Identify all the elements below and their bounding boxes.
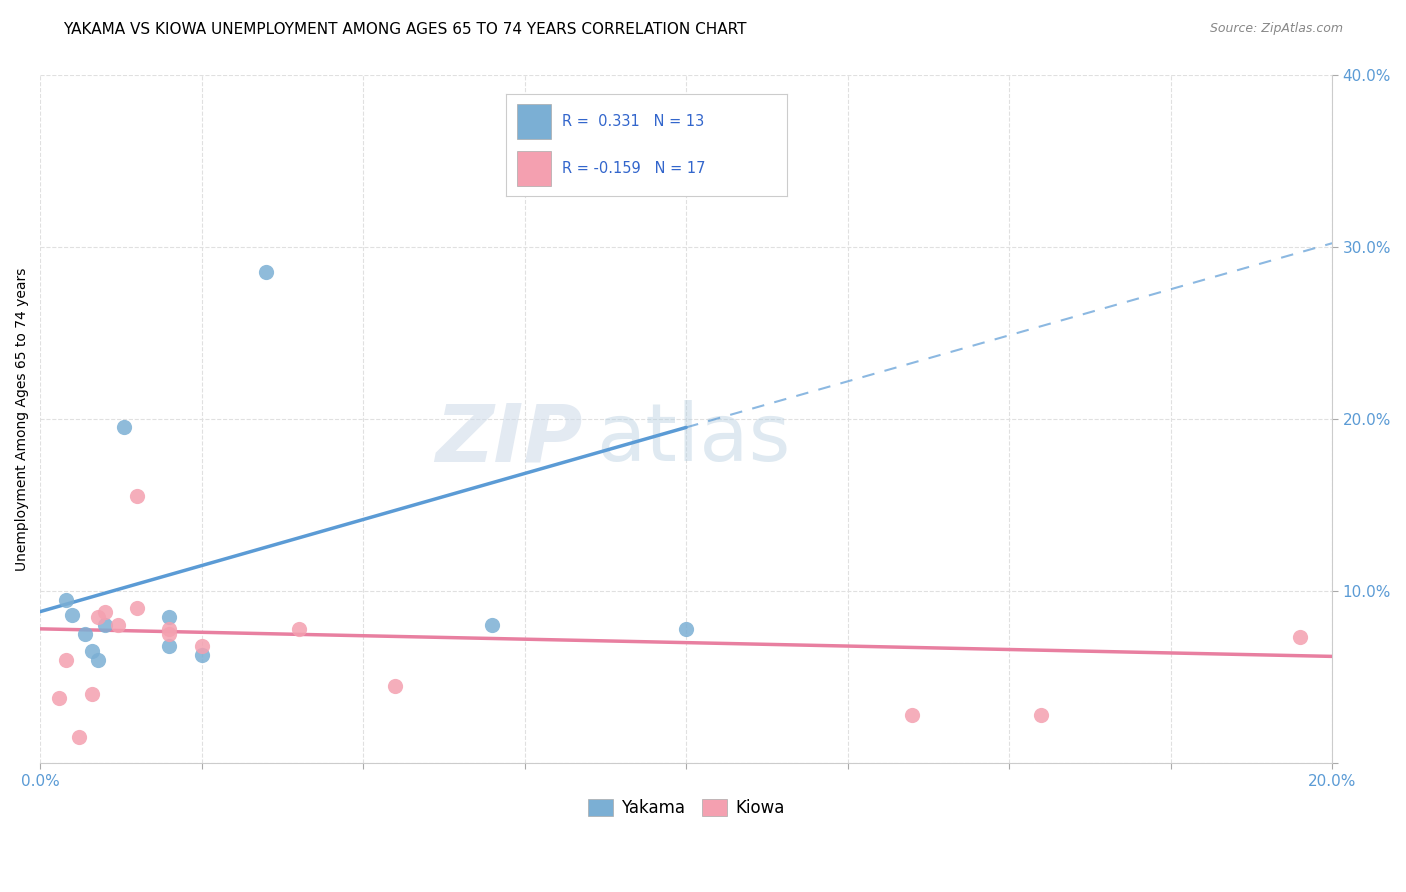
Bar: [517, 151, 551, 186]
Point: [87, 653, 110, 667]
Point: [157, 609, 180, 624]
Point: [190, 639, 212, 653]
Point: [190, 648, 212, 662]
Point: [125, 489, 148, 503]
Point: [157, 639, 180, 653]
Point: [80, 644, 103, 658]
Text: R =  0.331   N = 13: R = 0.331 N = 13: [562, 114, 704, 128]
Point: [254, 265, 277, 279]
Point: [1031, 707, 1053, 722]
Point: [112, 420, 135, 434]
Point: [901, 707, 924, 722]
Point: [87, 609, 110, 624]
Text: Source: ZipAtlas.com: Source: ZipAtlas.com: [1209, 22, 1343, 36]
Point: [481, 618, 503, 632]
Point: [80, 687, 103, 701]
Text: atlas: atlas: [596, 401, 790, 478]
Point: [157, 627, 180, 641]
Legend: Yakama, Kiowa: Yakama, Kiowa: [581, 792, 792, 823]
Point: [55, 653, 77, 667]
Point: [157, 622, 180, 636]
Y-axis label: Unemployment Among Ages 65 to 74 years: Unemployment Among Ages 65 to 74 years: [15, 267, 30, 571]
Point: [93, 618, 115, 632]
Point: [675, 622, 697, 636]
Point: [384, 679, 406, 693]
Point: [287, 622, 309, 636]
Point: [107, 618, 129, 632]
Point: [125, 601, 148, 615]
Point: [55, 592, 77, 607]
Point: [93, 605, 115, 619]
Point: [62, 608, 84, 623]
Text: R = -0.159   N = 17: R = -0.159 N = 17: [562, 161, 706, 176]
Point: [67, 731, 90, 745]
Text: YAKAMA VS KIOWA UNEMPLOYMENT AMONG AGES 65 TO 74 YEARS CORRELATION CHART: YAKAMA VS KIOWA UNEMPLOYMENT AMONG AGES …: [63, 22, 747, 37]
Point: [48, 690, 70, 705]
Text: ZIP: ZIP: [436, 401, 582, 478]
Point: [1288, 631, 1310, 645]
Point: [75, 627, 97, 641]
Bar: [517, 104, 551, 139]
